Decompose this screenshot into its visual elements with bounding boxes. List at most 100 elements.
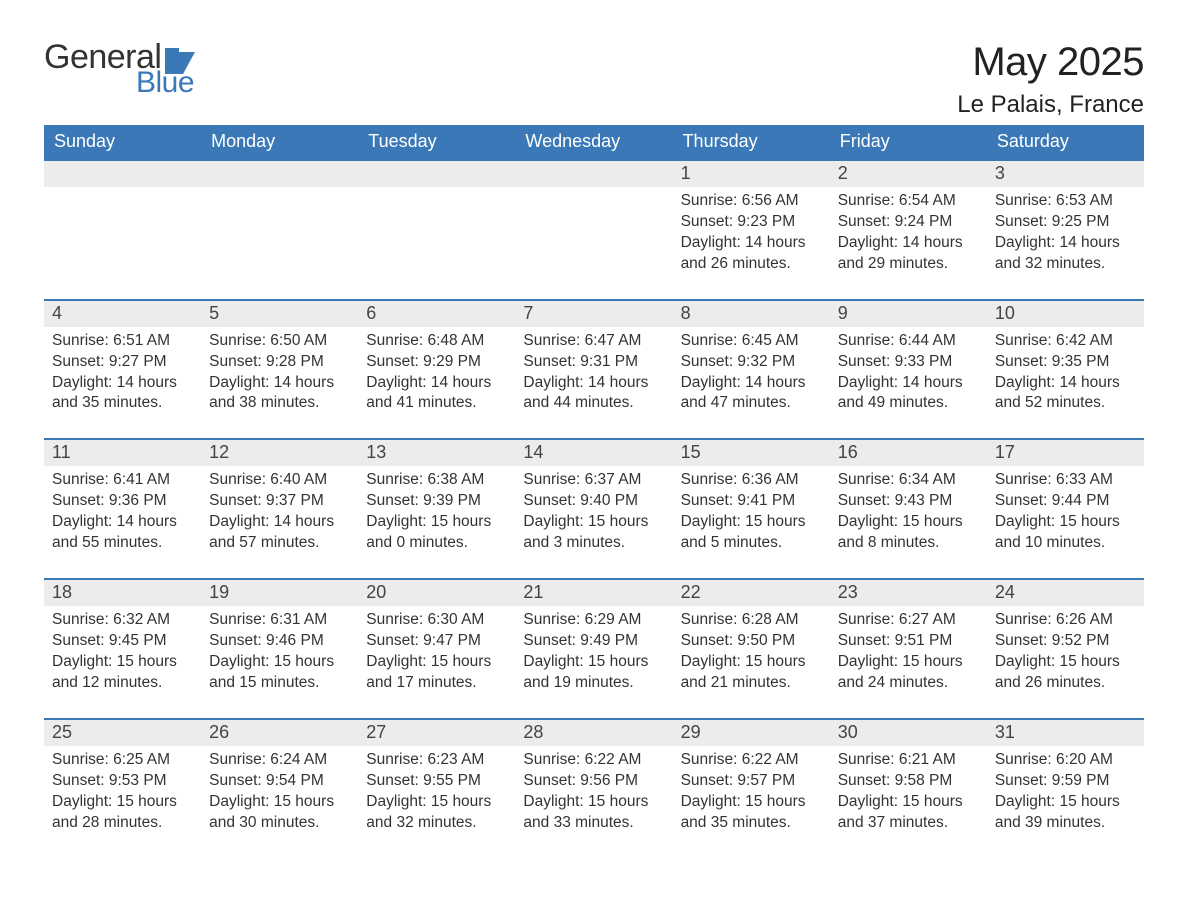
day-number: 26 <box>201 720 358 746</box>
day-cell: Sunrise: 6:27 AMSunset: 9:51 PMDaylight:… <box>830 606 987 718</box>
day-cell: Sunrise: 6:34 AMSunset: 9:43 PMDaylight:… <box>830 466 987 578</box>
sunrise-line: Sunrise: 6:48 AM <box>366 331 507 352</box>
day-cell: Sunrise: 6:23 AMSunset: 9:55 PMDaylight:… <box>358 746 515 858</box>
day-cell: Sunrise: 6:28 AMSunset: 9:50 PMDaylight:… <box>673 606 830 718</box>
sunrise-line: Sunrise: 6:50 AM <box>209 331 350 352</box>
sunset-line: Sunset: 9:31 PM <box>523 352 664 373</box>
sunset-line: Sunset: 9:51 PM <box>838 631 979 652</box>
day-cell: Sunrise: 6:51 AMSunset: 9:27 PMDaylight:… <box>44 327 201 439</box>
daylight-line: Daylight: 15 hours and 37 minutes. <box>838 792 979 834</box>
day-cell: Sunrise: 6:38 AMSunset: 9:39 PMDaylight:… <box>358 466 515 578</box>
daynum-strip: 45678910 <box>44 301 1144 327</box>
daynum-strip: 25262728293031 <box>44 720 1144 746</box>
sunset-line: Sunset: 9:28 PM <box>209 352 350 373</box>
daylight-line: Daylight: 14 hours and 47 minutes. <box>681 373 822 415</box>
sunset-line: Sunset: 9:59 PM <box>995 771 1136 792</box>
sunset-line: Sunset: 9:35 PM <box>995 352 1136 373</box>
days-of-week-row: SundayMondayTuesdayWednesdayThursdayFrid… <box>44 125 1144 159</box>
daylight-line: Daylight: 15 hours and 28 minutes. <box>52 792 193 834</box>
day-cell: Sunrise: 6:37 AMSunset: 9:40 PMDaylight:… <box>515 466 672 578</box>
daylight-line: Daylight: 15 hours and 19 minutes. <box>523 652 664 694</box>
sunrise-line: Sunrise: 6:31 AM <box>209 610 350 631</box>
day-of-week-header: Saturday <box>987 125 1144 159</box>
day-number: 6 <box>358 301 515 327</box>
sunrise-line: Sunrise: 6:23 AM <box>366 750 507 771</box>
daylight-line: Daylight: 15 hours and 8 minutes. <box>838 512 979 554</box>
day-number: 3 <box>987 161 1144 187</box>
day-cell: Sunrise: 6:42 AMSunset: 9:35 PMDaylight:… <box>987 327 1144 439</box>
day-of-week-header: Tuesday <box>358 125 515 159</box>
sunrise-line: Sunrise: 6:22 AM <box>681 750 822 771</box>
daylight-line: Daylight: 15 hours and 24 minutes. <box>838 652 979 694</box>
sunset-line: Sunset: 9:36 PM <box>52 491 193 512</box>
sunrise-line: Sunrise: 6:27 AM <box>838 610 979 631</box>
sunrise-line: Sunrise: 6:36 AM <box>681 470 822 491</box>
sunrise-line: Sunrise: 6:26 AM <box>995 610 1136 631</box>
sunset-line: Sunset: 9:52 PM <box>995 631 1136 652</box>
sunset-line: Sunset: 9:58 PM <box>838 771 979 792</box>
day-number: 4 <box>44 301 201 327</box>
sunrise-line: Sunrise: 6:30 AM <box>366 610 507 631</box>
daynum-strip: 11121314151617 <box>44 440 1144 466</box>
day-number: 9 <box>830 301 987 327</box>
daylight-line: Daylight: 14 hours and 41 minutes. <box>366 373 507 415</box>
sunset-line: Sunset: 9:43 PM <box>838 491 979 512</box>
day-cell <box>44 187 201 299</box>
daylight-line: Daylight: 14 hours and 32 minutes. <box>995 233 1136 275</box>
daylight-line: Daylight: 14 hours and 29 minutes. <box>838 233 979 275</box>
day-number: 20 <box>358 580 515 606</box>
day-number: 15 <box>673 440 830 466</box>
day-of-week-header: Monday <box>201 125 358 159</box>
daylight-line: Daylight: 15 hours and 15 minutes. <box>209 652 350 694</box>
title-block: May 2025 Le Palais, France <box>957 40 1144 119</box>
sunset-line: Sunset: 9:44 PM <box>995 491 1136 512</box>
day-cell: Sunrise: 6:33 AMSunset: 9:44 PMDaylight:… <box>987 466 1144 578</box>
sunset-line: Sunset: 9:33 PM <box>838 352 979 373</box>
month-title: May 2025 <box>957 40 1144 85</box>
day-number: 17 <box>987 440 1144 466</box>
sunset-line: Sunset: 9:40 PM <box>523 491 664 512</box>
sunrise-line: Sunrise: 6:40 AM <box>209 470 350 491</box>
sunrise-line: Sunrise: 6:56 AM <box>681 191 822 212</box>
day-cell: Sunrise: 6:21 AMSunset: 9:58 PMDaylight:… <box>830 746 987 858</box>
sunrise-line: Sunrise: 6:28 AM <box>681 610 822 631</box>
sunset-line: Sunset: 9:53 PM <box>52 771 193 792</box>
sunrise-line: Sunrise: 6:24 AM <box>209 750 350 771</box>
sunrise-line: Sunrise: 6:54 AM <box>838 191 979 212</box>
sunset-line: Sunset: 9:47 PM <box>366 631 507 652</box>
sunrise-line: Sunrise: 6:45 AM <box>681 331 822 352</box>
day-cell: Sunrise: 6:47 AMSunset: 9:31 PMDaylight:… <box>515 327 672 439</box>
day-number: 22 <box>673 580 830 606</box>
calendar: SundayMondayTuesdayWednesdayThursdayFrid… <box>44 125 1144 857</box>
sunrise-line: Sunrise: 6:51 AM <box>52 331 193 352</box>
sunrise-line: Sunrise: 6:33 AM <box>995 470 1136 491</box>
day-cell: Sunrise: 6:24 AMSunset: 9:54 PMDaylight:… <box>201 746 358 858</box>
sunset-line: Sunset: 9:54 PM <box>209 771 350 792</box>
daylight-line: Daylight: 15 hours and 5 minutes. <box>681 512 822 554</box>
day-number: 8 <box>673 301 830 327</box>
daylight-line: Daylight: 14 hours and 44 minutes. <box>523 373 664 415</box>
day-of-week-header: Thursday <box>673 125 830 159</box>
sunrise-line: Sunrise: 6:42 AM <box>995 331 1136 352</box>
daylight-line: Daylight: 15 hours and 3 minutes. <box>523 512 664 554</box>
day-number: 12 <box>201 440 358 466</box>
logo: General Blue <box>44 40 199 98</box>
daylight-line: Daylight: 14 hours and 55 minutes. <box>52 512 193 554</box>
day-cell: Sunrise: 6:22 AMSunset: 9:57 PMDaylight:… <box>673 746 830 858</box>
sunset-line: Sunset: 9:27 PM <box>52 352 193 373</box>
daylight-line: Daylight: 15 hours and 21 minutes. <box>681 652 822 694</box>
day-cell: Sunrise: 6:41 AMSunset: 9:36 PMDaylight:… <box>44 466 201 578</box>
daylight-line: Daylight: 15 hours and 10 minutes. <box>995 512 1136 554</box>
day-number: 21 <box>515 580 672 606</box>
sunrise-line: Sunrise: 6:32 AM <box>52 610 193 631</box>
daylight-line: Daylight: 15 hours and 39 minutes. <box>995 792 1136 834</box>
week-row: 45678910Sunrise: 6:51 AMSunset: 9:27 PMD… <box>44 299 1144 439</box>
day-cell: Sunrise: 6:22 AMSunset: 9:56 PMDaylight:… <box>515 746 672 858</box>
sunrise-line: Sunrise: 6:21 AM <box>838 750 979 771</box>
day-of-week-header: Sunday <box>44 125 201 159</box>
day-number: 7 <box>515 301 672 327</box>
day-cell: Sunrise: 6:29 AMSunset: 9:49 PMDaylight:… <box>515 606 672 718</box>
day-cell: Sunrise: 6:56 AMSunset: 9:23 PMDaylight:… <box>673 187 830 299</box>
day-cell: Sunrise: 6:48 AMSunset: 9:29 PMDaylight:… <box>358 327 515 439</box>
day-number: 10 <box>987 301 1144 327</box>
